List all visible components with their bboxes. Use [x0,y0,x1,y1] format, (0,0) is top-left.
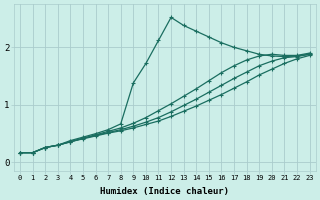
X-axis label: Humidex (Indice chaleur): Humidex (Indice chaleur) [100,187,229,196]
